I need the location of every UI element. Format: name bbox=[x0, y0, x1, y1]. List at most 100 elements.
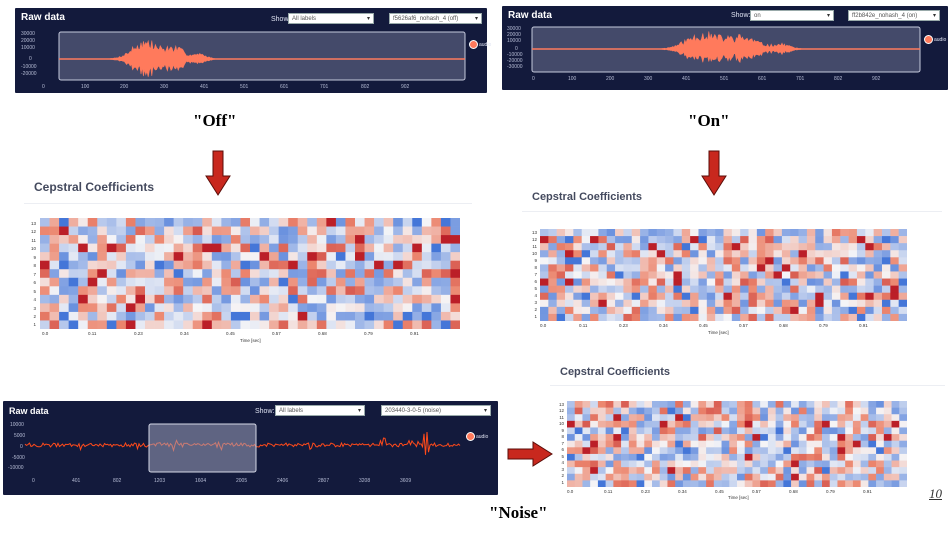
heatmap-cell bbox=[573, 229, 582, 237]
heatmap-cell bbox=[335, 303, 346, 313]
heatmap-cell bbox=[798, 299, 808, 308]
x-tick: 0.91 bbox=[863, 489, 872, 494]
heatmap-cell bbox=[756, 299, 766, 308]
heatmap-cell bbox=[613, 453, 622, 461]
heatmap-cell bbox=[837, 414, 846, 422]
sample-select[interactable]: f5626af6_nohash_4 (off) ▾ bbox=[389, 13, 482, 24]
heatmap-cell bbox=[440, 260, 451, 270]
waveform-chart[interactable] bbox=[3, 401, 498, 495]
heatmap-cell bbox=[883, 440, 892, 448]
heatmap-cell bbox=[673, 313, 683, 321]
selection-window[interactable] bbox=[58, 31, 466, 81]
heatmap-cell bbox=[798, 414, 807, 422]
chevron-down-icon: ▾ bbox=[932, 13, 936, 19]
heatmap-cell bbox=[690, 473, 699, 481]
heatmap-cell bbox=[752, 473, 761, 481]
heatmap-cell bbox=[440, 235, 451, 244]
heatmap-cell bbox=[731, 229, 741, 237]
heatmap-cell bbox=[326, 235, 337, 244]
heatmap-cell bbox=[898, 243, 907, 251]
heatmap-cell bbox=[740, 236, 749, 244]
heatmap-cell bbox=[767, 467, 776, 475]
heatmap-cell bbox=[729, 434, 738, 441]
heatmap-cell bbox=[383, 243, 394, 253]
heatmap-cell bbox=[659, 460, 668, 468]
waveform-chart[interactable] bbox=[502, 6, 948, 90]
heatmap-cell bbox=[221, 226, 232, 236]
heatmap-cell bbox=[831, 257, 841, 265]
heatmap-cell bbox=[798, 480, 807, 487]
heatmap-cell bbox=[335, 226, 346, 236]
heatmap-cell bbox=[164, 320, 174, 329]
legend-marker[interactable] bbox=[466, 432, 475, 441]
heatmap-cell bbox=[737, 453, 746, 461]
heatmap-cell bbox=[288, 277, 299, 287]
heatmap-cell bbox=[791, 434, 800, 441]
heatmap-cell bbox=[556, 285, 566, 293]
heatmap-cell bbox=[49, 243, 60, 253]
heatmap-cell bbox=[767, 414, 776, 422]
heatmap-cell bbox=[706, 299, 716, 308]
heatmap-cell bbox=[640, 271, 649, 279]
heatmap-cell bbox=[690, 313, 699, 321]
heatmap-cell bbox=[868, 420, 877, 428]
cepstral-title-on: Cepstral Coefficients bbox=[532, 191, 643, 203]
heatmap-cell bbox=[648, 271, 658, 279]
heatmap-cell bbox=[87, 294, 98, 304]
heatmap-cell bbox=[798, 243, 808, 251]
heatmap-cell bbox=[667, 467, 676, 475]
heatmap-cell bbox=[540, 306, 549, 315]
heatmap-cell bbox=[621, 420, 630, 428]
heatmap-cell bbox=[873, 243, 883, 251]
heatmap-cell bbox=[783, 480, 792, 487]
heatmap-cell bbox=[421, 277, 432, 287]
heatmap-cell bbox=[848, 292, 858, 301]
heatmap-cell bbox=[374, 286, 384, 296]
heatmap-cell bbox=[288, 320, 299, 329]
heatmap-cell bbox=[402, 226, 413, 236]
heatmap-cell bbox=[848, 236, 858, 244]
heatmap-cell bbox=[881, 278, 891, 286]
sample-select[interactable]: 203440-3-0-5 (noise) ▾ bbox=[381, 405, 491, 416]
heatmap-cell bbox=[899, 447, 907, 455]
sample-select[interactable]: ff2b842e_nohash_4 (on) ▾ bbox=[848, 10, 940, 21]
heatmap-cell bbox=[59, 277, 69, 287]
heatmap-cell bbox=[756, 264, 766, 272]
heatmap-cell bbox=[402, 294, 413, 304]
label-filter-select[interactable]: All labels ▾ bbox=[275, 405, 365, 416]
legend-marker[interactable] bbox=[469, 40, 478, 49]
heatmap-cell bbox=[145, 218, 155, 227]
selection-window[interactable] bbox=[148, 423, 257, 473]
label-filter-select[interactable]: on ▾ bbox=[750, 10, 834, 21]
heatmap-cell bbox=[613, 460, 622, 468]
heatmap-cell bbox=[815, 299, 824, 308]
heatmap-cell bbox=[652, 434, 661, 441]
heatmap-cell bbox=[540, 264, 549, 272]
heatmap-cell bbox=[574, 447, 583, 455]
waveform-chart[interactable] bbox=[15, 8, 487, 93]
heatmap-cell bbox=[631, 250, 641, 258]
heatmap-cell bbox=[125, 218, 136, 227]
heatmap-cell bbox=[250, 252, 260, 261]
heatmap-cell bbox=[412, 303, 423, 313]
heatmap-cell bbox=[623, 250, 633, 258]
heatmap-cell bbox=[814, 427, 823, 435]
heatmap-cell bbox=[116, 277, 127, 287]
heatmap-cell bbox=[829, 473, 838, 481]
heatmap-cell bbox=[615, 236, 624, 244]
y-tick: 30000 bbox=[21, 31, 35, 37]
heatmap-cell bbox=[731, 306, 741, 315]
heatmap-cell bbox=[636, 453, 645, 461]
heatmap-cell bbox=[450, 277, 460, 287]
heatmap-cell bbox=[355, 311, 365, 321]
heatmap-cell bbox=[729, 473, 738, 481]
heatmap-cell bbox=[783, 460, 792, 468]
heatmap-cell bbox=[40, 243, 50, 253]
label-filter-select[interactable]: All labels ▾ bbox=[288, 13, 374, 24]
heatmap-cell bbox=[383, 320, 394, 329]
y-tick: 5 bbox=[33, 289, 36, 294]
y-tick: 0 bbox=[515, 46, 518, 52]
legend-marker[interactable] bbox=[924, 35, 933, 44]
heatmap-cell bbox=[667, 407, 676, 415]
heatmap-cell bbox=[698, 257, 708, 265]
